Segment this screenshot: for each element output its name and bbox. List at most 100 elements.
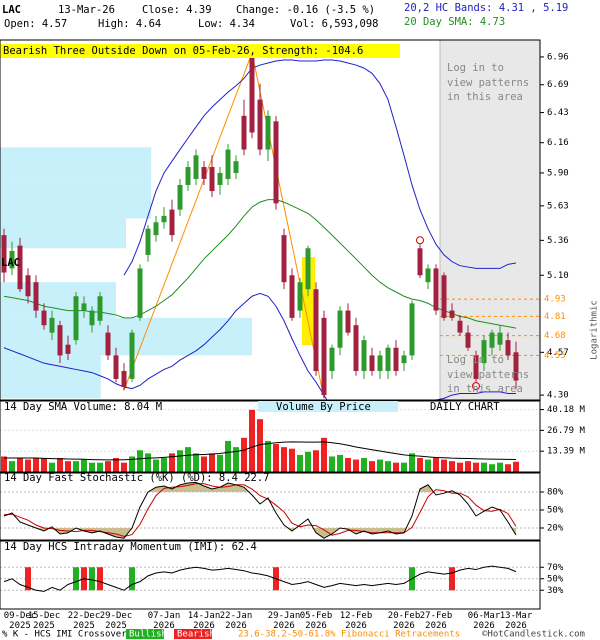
candle-body (513, 352, 519, 381)
crossover-bar (97, 567, 103, 591)
stochastic-k (3, 481, 517, 539)
volume-bar (73, 461, 79, 472)
volume-bar (513, 461, 519, 472)
candle-body (169, 209, 175, 236)
y-tick-label: 70% (547, 563, 564, 573)
candle-body (17, 245, 23, 290)
candle-body (409, 303, 415, 356)
fibonacci-label: 23.6-38.2-50-61.8% Fibonacci Retracement… (238, 630, 460, 640)
x-tick-label: 12-Feb 2026 (340, 611, 373, 631)
change: Change: -0.16 (-3.5 %) (236, 4, 375, 16)
login-notice: in this area (447, 383, 523, 395)
candle-body (177, 184, 183, 210)
scale-label: Logarithmic (590, 300, 600, 360)
volume-bar (353, 459, 359, 472)
volume-bar (257, 419, 263, 472)
pattern-marker (472, 382, 480, 391)
volume-bar (377, 459, 383, 472)
volume-bar (185, 447, 191, 472)
volume-bar (201, 456, 207, 472)
candle-body (241, 115, 247, 150)
candle-body (377, 355, 383, 372)
candle-body (489, 332, 495, 348)
candle-body (249, 57, 255, 133)
y-tick-label: 13.39 M (547, 447, 586, 457)
candle-body (401, 355, 407, 364)
x-tick-label: 14-Jan 2026 (188, 611, 221, 631)
vbp-label: Volume By Price (276, 401, 371, 413)
x-tick-label: 20-Feb 2026 (388, 611, 421, 631)
login-notice: in this area (447, 91, 523, 103)
volume-bar (129, 456, 135, 472)
login-notice: Log in to (447, 62, 504, 74)
candle-body (481, 340, 487, 364)
candle-body (33, 282, 39, 311)
volume-bar (169, 453, 175, 472)
volume-bar (65, 461, 71, 472)
x-tick-label: 29-Dec 2025 (100, 611, 133, 631)
login-notice: view patterns (447, 77, 529, 89)
volume-bar (489, 464, 495, 472)
candle-body (433, 268, 439, 311)
sma-info: 20 Day SMA: 4.73 (404, 16, 505, 28)
volume-bar (337, 454, 343, 472)
fib-label: 4.68 (544, 331, 566, 341)
candle-body (289, 275, 295, 318)
candle-body (121, 371, 127, 387)
pattern-banner-bg (0, 44, 400, 58)
candle-body (217, 172, 223, 185)
fib-label: 4.81 (544, 312, 566, 322)
y-tick-label: 5.90 (547, 168, 569, 178)
volume-bar (289, 448, 295, 472)
volume-bar (457, 462, 463, 472)
crossover-bar (73, 567, 79, 591)
band-lower (3, 292, 516, 400)
volume-bar (81, 459, 87, 472)
y-tick-label: 26.79 M (547, 426, 586, 436)
candle-body (473, 355, 479, 379)
band-upper (123, 59, 517, 276)
crossover-bar (129, 567, 135, 591)
copyright: ©HotCandlestick.com (482, 630, 585, 640)
bullish-bg (126, 629, 164, 639)
volume-bar (9, 461, 15, 472)
login-notice: view patterns (447, 369, 529, 381)
candle-body (393, 347, 399, 372)
volume-bar (417, 458, 423, 472)
crossover-bar (25, 567, 31, 591)
candle-body (129, 332, 135, 379)
candle-body (305, 248, 311, 290)
y-tick-label: 5.63 (547, 201, 569, 211)
volume-bar (329, 456, 335, 472)
candle-body (281, 235, 287, 283)
volume-bar (41, 458, 47, 472)
candle-body (41, 310, 47, 326)
volume-bar (281, 447, 287, 472)
high: High: 4.64 (98, 18, 161, 30)
volume-bar (313, 450, 319, 472)
fib-label: 4.93 (544, 295, 566, 305)
bullish-label: Bullish (129, 630, 167, 640)
volume-bar (97, 462, 103, 472)
candle-body (73, 296, 79, 341)
candle-body (337, 310, 343, 348)
candle-body (153, 222, 159, 236)
volume-bar (433, 458, 439, 472)
crossover-label: % K - HCS IMI Crossover: (2, 630, 132, 640)
y-tick-label: 6.96 (547, 52, 569, 62)
chart-symbol: LAC (1, 257, 20, 269)
candle-body (369, 355, 375, 372)
candle-body (1, 235, 7, 273)
candle-body (25, 275, 31, 297)
candle-body (361, 340, 367, 372)
y-tick-label: 20% (547, 524, 564, 534)
imi-line (3, 565, 517, 592)
bearish-bg (174, 629, 212, 639)
volume-bar (361, 458, 367, 472)
volume-by-price-bar (0, 218, 126, 249)
volume-bar (209, 453, 215, 472)
x-tick-label: 22-Dec 2025 (68, 611, 101, 631)
volume-info: Vol: 6,593,098 (290, 18, 379, 30)
y-tick-label: 4.57 (547, 348, 569, 358)
